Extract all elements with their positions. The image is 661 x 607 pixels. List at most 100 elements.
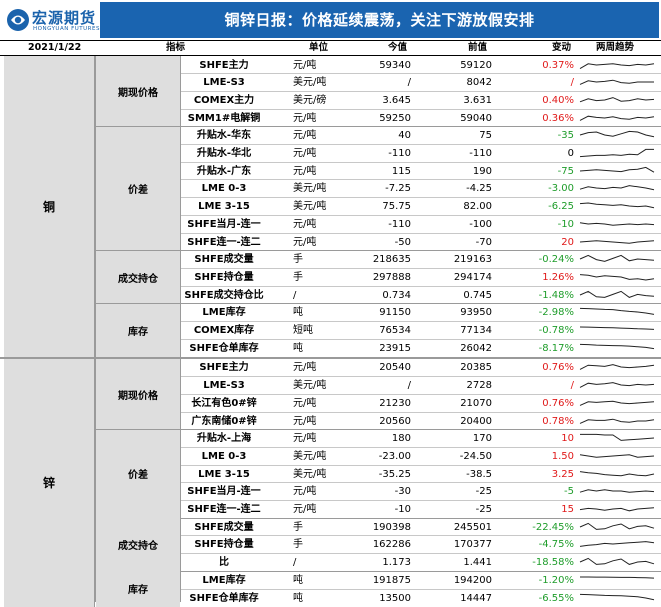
group-label: 库存: [96, 571, 180, 607]
trend-sparkline: [579, 96, 655, 103]
indicator-unit: 元/吨: [293, 415, 317, 427]
column-previous: 前值: [468, 42, 488, 53]
indicator-unit: 手: [293, 254, 303, 266]
trend-cell: [578, 519, 658, 536]
indicator-unit: 吨: [293, 307, 303, 319]
indicator-unit: 元/吨: [293, 486, 317, 498]
indicator-name: LME 3-15: [198, 468, 250, 480]
trend-cell: [578, 430, 658, 447]
trend-cell: [578, 590, 658, 607]
trend-line: [579, 418, 655, 424]
trend-cell: [578, 57, 658, 74]
indicator-name: SHFE仓单库存: [189, 592, 259, 604]
trend-cell: [578, 251, 658, 268]
row-divider: [180, 376, 661, 378]
trend-line: [579, 222, 655, 226]
trend-line: [579, 541, 655, 548]
indicator-unit: 手: [293, 271, 303, 283]
trend-sparkline: [579, 148, 654, 158]
indicator-name: SHFE仓单库存: [189, 342, 259, 354]
section-column-line: [95, 56, 96, 602]
current-value: 23915: [379, 342, 411, 354]
row-divider: [180, 197, 661, 199]
current-value: 20560: [379, 415, 411, 427]
group-label: 期现价格: [96, 358, 180, 430]
indicator-unit: 美元/吨: [293, 183, 327, 195]
group-divider: [96, 250, 661, 252]
indicator-name: LME 0-3: [201, 450, 247, 462]
indicator-name: SHFE持仓量: [194, 271, 254, 283]
current-value: -30: [394, 486, 411, 498]
trend-line: [579, 343, 655, 349]
indicator-unit: 美元/吨: [293, 201, 327, 213]
trend-cell: [578, 269, 658, 286]
change-value: -0.24%: [538, 254, 574, 266]
row-divider: [180, 108, 661, 110]
change-value: -6.25: [548, 201, 574, 213]
trend-cell: [578, 466, 658, 483]
change-value: 0.40%: [542, 94, 574, 106]
indicator-name: LME-S3: [203, 77, 245, 89]
indicator-unit: /: [293, 289, 297, 301]
change-value: -1.20%: [538, 574, 574, 586]
trend-cell: [578, 74, 658, 91]
indicator-name: SHFE成交持仓比: [184, 289, 264, 301]
column-change: 变动: [552, 42, 572, 53]
column-header-row: 2021/1/22 指标 单位 今值 前值 变动 两周趋势: [0, 40, 661, 56]
trend-cell: [578, 216, 658, 233]
change-value: -10: [557, 218, 574, 230]
indicator-unit: 美元/吨: [293, 468, 327, 480]
trend-line: [580, 434, 655, 442]
trend-cell: [578, 92, 658, 109]
previous-value: 75: [479, 130, 492, 142]
current-value: -50: [394, 236, 411, 248]
row-divider: [180, 588, 661, 590]
indicator-unit: 美元/磅: [293, 94, 327, 106]
row-divider: [180, 73, 661, 75]
previous-value: 170: [472, 433, 492, 445]
trend-sparkline: [579, 489, 655, 493]
previous-value: 21070: [460, 397, 492, 409]
change-value: 10: [561, 433, 574, 445]
row-divider: [180, 267, 661, 269]
trend-cell: [578, 536, 658, 553]
trend-cell: [578, 127, 658, 144]
group-label: 成交持仓: [96, 250, 180, 304]
row-divider: [180, 446, 661, 448]
change-value: 15: [561, 504, 574, 515]
change-value: -6.55%: [538, 592, 574, 604]
change-value: 0.36%: [542, 112, 574, 124]
trend-cell: [578, 448, 658, 465]
group-divider: [96, 570, 661, 572]
group-label: 库存: [96, 303, 180, 357]
current-value: 180: [391, 433, 411, 445]
title-bar: 铜锌日报：价格延续震荡，关注下游放假安排: [100, 2, 659, 38]
indicator-unit: 美元/吨: [293, 77, 327, 89]
previous-value: -25: [475, 486, 492, 498]
indicator-name: SHFE当月-连一: [187, 218, 261, 230]
previous-value: 59120: [460, 59, 492, 71]
indicator-unit: 元/吨: [293, 236, 317, 248]
previous-value: 14447: [460, 592, 492, 604]
trend-line: [579, 62, 655, 69]
column-indicator: 指标: [166, 42, 186, 53]
indicator-unit: 美元/吨: [293, 450, 327, 462]
current-value: -110: [388, 218, 411, 230]
trend-cell: [578, 395, 658, 412]
previous-value: 20400: [460, 415, 492, 427]
row-divider: [180, 482, 661, 484]
indicator-unit: 元/吨: [293, 362, 317, 374]
trend-sparkline: [579, 273, 655, 281]
previous-value: -38.5: [466, 468, 492, 480]
trend-cell: [578, 340, 658, 357]
group-divider: [96, 429, 661, 431]
previous-value: 170377: [453, 539, 492, 551]
row-divider: [180, 338, 661, 340]
group-divider: [96, 126, 661, 128]
trend-line: [579, 593, 655, 600]
trend-line: [579, 507, 655, 512]
trend-line: [579, 454, 655, 458]
previous-value: 190: [472, 165, 492, 177]
indicator-unit: 元/吨: [293, 165, 317, 177]
row-divider: [180, 464, 661, 466]
